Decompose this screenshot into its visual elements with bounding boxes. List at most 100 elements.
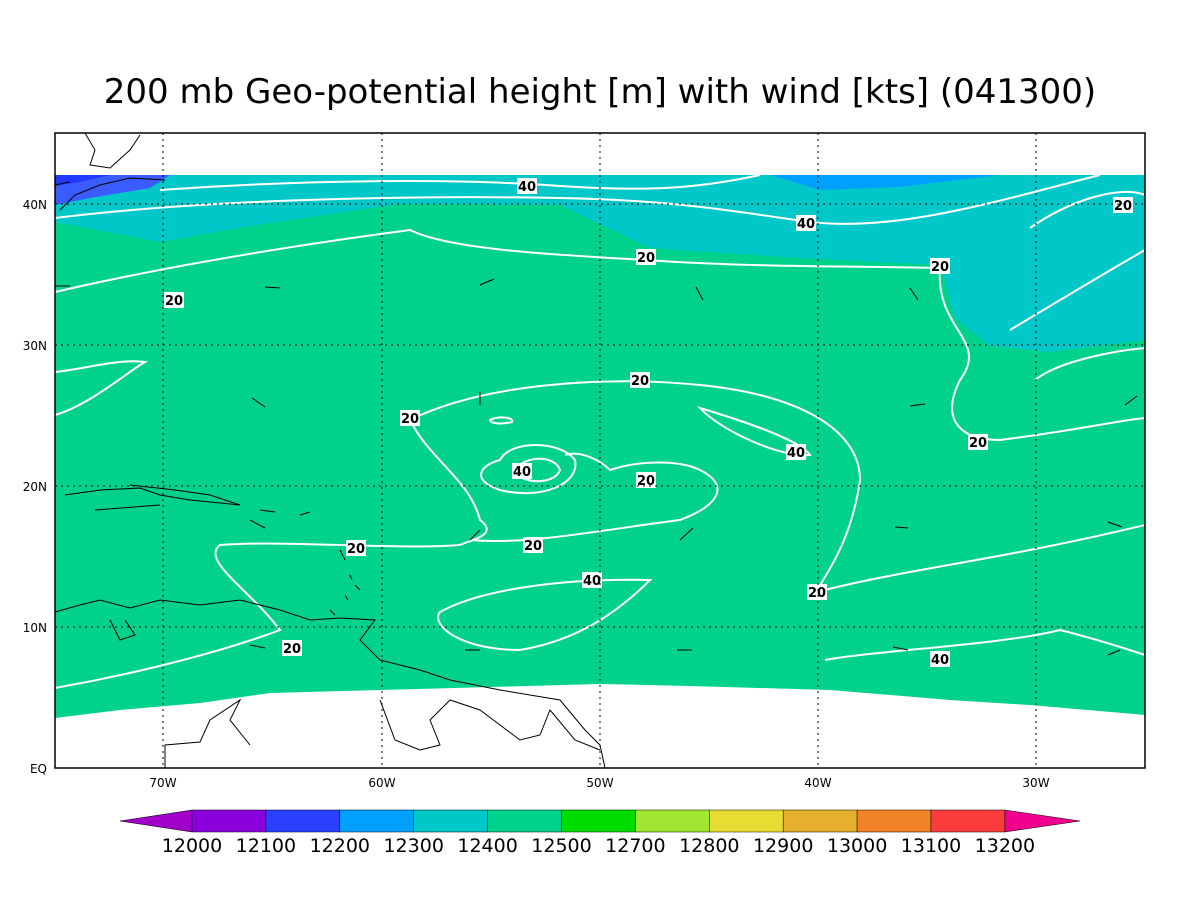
contour-labels: 40 40 20 20 20 20 20 20 40 20 40 20 20 20 40 20 20 40 — [164, 178, 1133, 668]
contour — [54, 360, 149, 416]
lon-label: 60W — [368, 776, 395, 790]
contour — [469, 452, 719, 542]
colorbar-label: 12400 — [457, 835, 517, 857]
colorbar-label: 12700 — [605, 835, 665, 857]
contour-label: 20 — [631, 374, 649, 389]
contour — [824, 628, 1146, 661]
contour-label: 20 — [808, 586, 826, 601]
colorbar-segment — [265, 809, 341, 833]
colorbar-label: 12000 — [162, 835, 222, 857]
map-frame — [54, 132, 1146, 769]
contour-label: 20 — [347, 542, 365, 557]
lat-label: 40N — [23, 198, 47, 212]
contour — [54, 419, 488, 689]
contour — [1034, 347, 1146, 381]
graticule — [55, 133, 1145, 768]
coastlines — [54, 132, 606, 769]
colorbar-segment — [561, 809, 636, 833]
contour-label-bg — [523, 537, 543, 553]
contour-label-bg — [400, 410, 420, 426]
contour-label-bg — [512, 463, 532, 479]
colorbar-segment — [635, 809, 710, 833]
contour-label: 20 — [969, 436, 987, 451]
contour — [54, 228, 1146, 442]
colorbar-right-arrow — [1004, 809, 1081, 833]
contour-label-bg — [582, 572, 602, 588]
colorbar-label: 12300 — [383, 835, 443, 857]
contour-label-bg — [930, 651, 950, 667]
lon-label: 30W — [1022, 776, 1049, 790]
contour-label-bg — [807, 584, 827, 600]
contour-label-bg — [636, 472, 656, 488]
coastline — [54, 132, 166, 211]
contour-label-bg — [517, 178, 537, 194]
coastline — [54, 599, 606, 769]
contour-label: 20 — [931, 260, 949, 275]
contour-label-bg — [282, 640, 302, 656]
contour-label: 40 — [583, 574, 601, 589]
colorbar-label: 13100 — [901, 835, 961, 857]
contour — [409, 380, 1146, 593]
colorbar-segment — [191, 809, 267, 833]
contour-label: 20 — [165, 294, 183, 309]
colorbar-label: 12900 — [753, 835, 813, 857]
wind-arrow — [55, 278, 1138, 656]
title: 200 mb Geo-potential height [m] with win… — [104, 72, 1096, 112]
colorbar-segment — [930, 809, 1006, 833]
contour — [437, 578, 653, 652]
lon-label: 40W — [804, 776, 831, 790]
contour-label: 20 — [637, 251, 655, 266]
field-12300 — [55, 175, 1145, 352]
colorbar-label: 13000 — [827, 835, 887, 857]
contour-label: 20 — [283, 642, 301, 657]
colorbar-label: 12100 — [236, 835, 296, 857]
colorbar-label: 12200 — [310, 835, 370, 857]
contour-label: 20 — [1114, 199, 1132, 214]
contour — [696, 406, 812, 457]
contour-label-bg — [346, 540, 366, 556]
colorbar-segment — [487, 809, 562, 833]
contour-label-bg — [630, 372, 650, 388]
contour-label-bg — [636, 249, 656, 265]
colorbar-label: 13200 — [975, 835, 1035, 857]
wind-vectors — [55, 278, 1138, 656]
contour — [488, 416, 514, 425]
colorbar-label: 12800 — [679, 835, 739, 857]
lon-label: 70W — [149, 776, 176, 790]
contour-label: 20 — [524, 539, 542, 554]
field-12200 — [55, 175, 170, 205]
field-12200b — [770, 175, 1000, 190]
contour-label: 40 — [797, 217, 815, 232]
contour-label-bg — [930, 258, 950, 274]
contour-label: 20 — [401, 412, 419, 427]
contour-label-bg — [164, 292, 184, 308]
contour-label-bg — [968, 434, 988, 450]
colorbar-segment — [413, 809, 488, 833]
contour — [480, 444, 577, 495]
contour-label-bg — [1113, 197, 1133, 213]
coastline — [64, 484, 311, 516]
lat-label: EQ — [30, 762, 47, 776]
colorbar: 12000 12100 12200 12300 12400 12500 12700 12800… — [119, 809, 1081, 857]
contour-label: 40 — [931, 653, 949, 668]
contour — [1009, 191, 1146, 331]
coastline — [329, 549, 361, 616]
colorbar-segment — [856, 809, 932, 833]
coastline — [109, 619, 136, 641]
field-12100 — [55, 175, 110, 186]
contour-label: 20 — [637, 474, 655, 489]
colorbar-segment — [339, 809, 414, 833]
colorbar-segment — [782, 809, 858, 833]
contour-label: 40 — [513, 465, 531, 480]
contour-label: 40 — [518, 180, 536, 195]
lat-label: 10N — [23, 621, 47, 635]
contour-label: 40 — [787, 446, 805, 461]
lat-label: 30N — [23, 339, 47, 353]
contour-label-bg — [786, 444, 806, 460]
lat-label: 20N — [23, 480, 47, 494]
colorbar-label: 12500 — [531, 835, 591, 857]
contour-label-bg — [796, 215, 816, 231]
lon-label: 50W — [586, 776, 613, 790]
colorbar-segment — [709, 809, 784, 833]
